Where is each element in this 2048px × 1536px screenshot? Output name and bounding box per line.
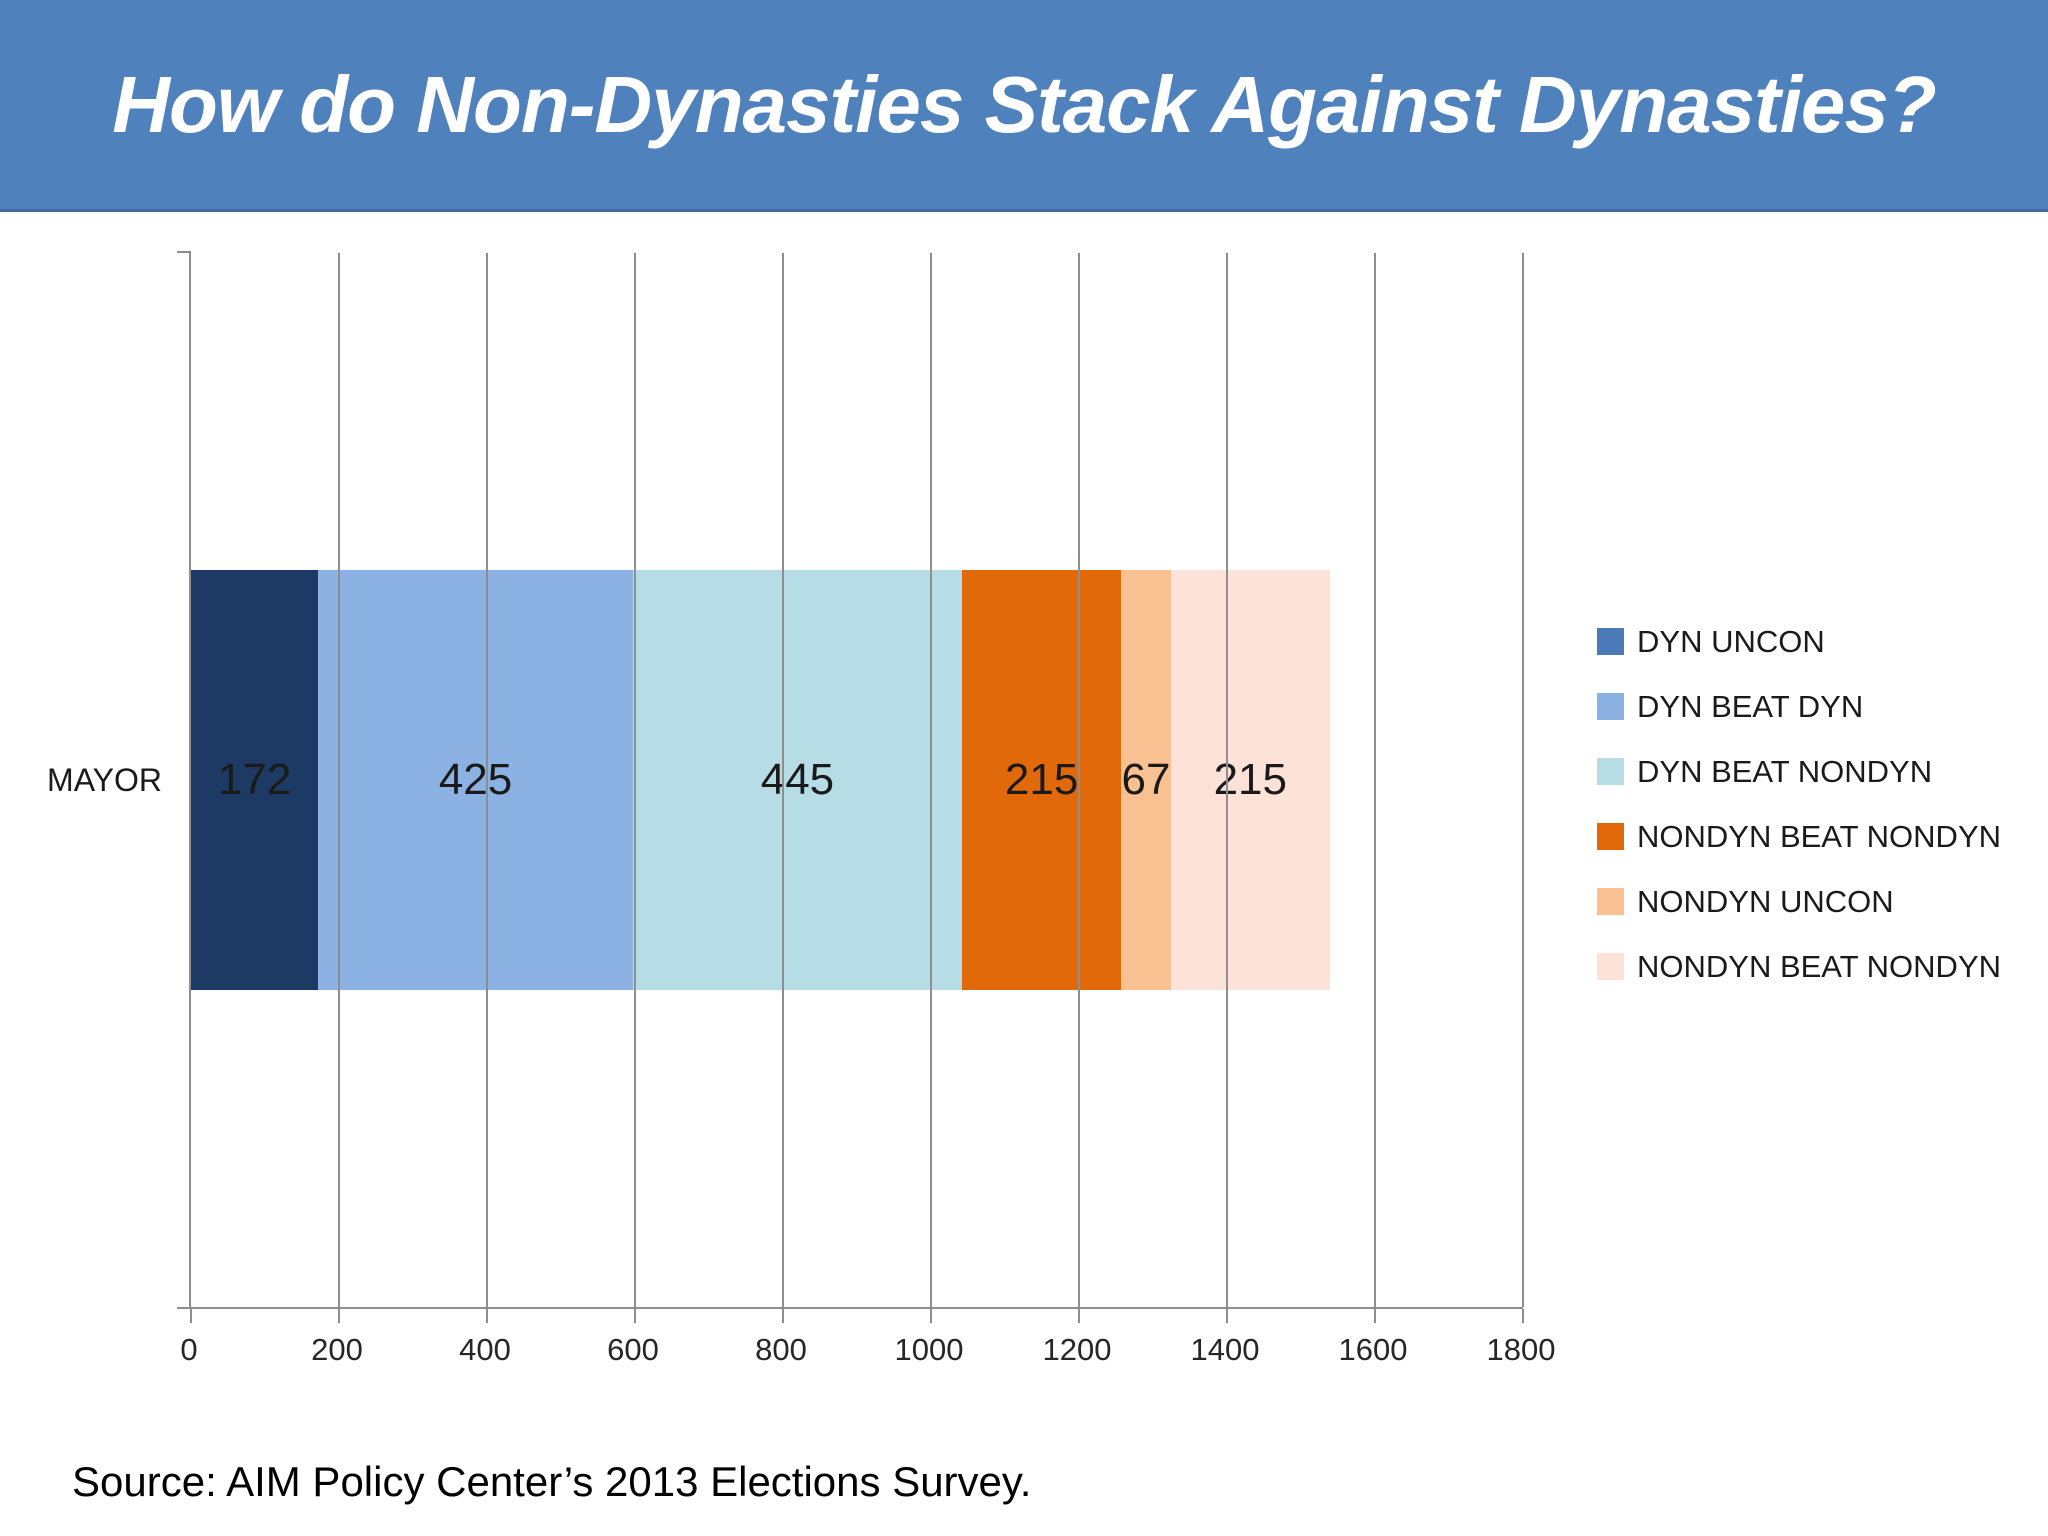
- chart-legend: DYN UNCON DYN BEAT DYN DYN BEAT NONDYN NOND…: [1597, 624, 2001, 1018]
- x-tick-1000: [930, 1309, 932, 1323]
- gridline-1400: [1226, 253, 1228, 1307]
- bar-segment-dyn-uncon: 172: [191, 570, 319, 990]
- legend-item: DYN UNCON: [1597, 624, 2001, 659]
- legend-swatch-icon: [1597, 693, 1624, 720]
- legend-label: NONDYN BEAT NONDYN: [1637, 818, 2002, 854]
- gridline-1000: [930, 253, 932, 1307]
- gridline-600: [633, 253, 636, 1307]
- stacked-bar-mayor: 172 425 445 215 67 215: [191, 570, 1330, 990]
- x-tick-0: [190, 1309, 192, 1323]
- x-tick-label-1800: 1800: [1486, 1332, 1556, 1367]
- x-tick-label-800: 800: [755, 1332, 807, 1367]
- source-note: Source: AIM Policy Center’s 2013 Electio…: [72, 1458, 1032, 1505]
- gridline-800: [781, 253, 784, 1307]
- gridline-1600: [1373, 253, 1376, 1307]
- legend-label: NONDYN UNCON: [1637, 883, 1894, 919]
- x-tick-1600: [1373, 1309, 1376, 1323]
- bar-segment-dyn-beat-nondyn: 445: [632, 570, 963, 990]
- gridline-1200: [1077, 253, 1080, 1307]
- gridline-1800: [1522, 253, 1524, 1307]
- x-tick-label-400: 400: [459, 1332, 511, 1367]
- x-tick-400: [485, 1309, 488, 1323]
- legend-label: NONDYN BEAT NONDYN: [1637, 948, 2002, 984]
- x-tick-label-600: 600: [607, 1332, 659, 1367]
- legend-label: DYN UNCON: [1637, 623, 1825, 659]
- bar-value-label: 215: [1004, 755, 1079, 804]
- x-tick-label-1000: 1000: [894, 1332, 964, 1367]
- bar-value-label: 445: [760, 755, 835, 804]
- y-axis-top-tick: [177, 251, 191, 253]
- gridline-200: [337, 253, 340, 1307]
- chart-plot-area: 172 425 445 215 67 215: [177, 251, 1524, 1323]
- slide-title: How do Non-Dynasties Stack Against Dynas…: [112, 59, 1937, 149]
- bar-value-label: 215: [1213, 755, 1287, 804]
- x-tick-200: [337, 1309, 340, 1323]
- x-tick-label-1200: 1200: [1042, 1332, 1112, 1367]
- x-tick-label-1400: 1400: [1190, 1332, 1260, 1367]
- legend-swatch-icon: [1597, 628, 1624, 655]
- bar-segment-nondyn-uncon: 67: [1121, 570, 1171, 990]
- legend-swatch-icon: [1597, 758, 1624, 785]
- bar-segment-nondyn-beat-nondyn: 215: [1170, 570, 1330, 990]
- bar-segment-dyn-beat-dyn: 425: [318, 570, 633, 990]
- x-tick-label-0: 0: [180, 1332, 198, 1367]
- y-axis-bottom-tick: [177, 1307, 191, 1309]
- bar-value-label: 172: [217, 755, 292, 804]
- legend-item: DYN BEAT DYN: [1597, 689, 2001, 724]
- x-tick-label-1600: 1600: [1338, 1332, 1408, 1367]
- x-tick-600: [633, 1309, 636, 1323]
- legend-swatch-icon: [1597, 953, 1624, 980]
- legend-item: NONDYN UNCON: [1597, 884, 2001, 919]
- legend-item: NONDYN BEAT NONDYN: [1597, 819, 2001, 854]
- x-tick-800: [781, 1309, 784, 1323]
- legend-item: NONDYN BEAT NONDYN: [1597, 949, 2001, 984]
- x-tick-1200: [1077, 1309, 1080, 1323]
- category-label: MAYOR: [47, 762, 162, 798]
- x-tick-label-200: 200: [311, 1332, 363, 1367]
- x-tick-1800: [1522, 1309, 1524, 1323]
- legend-item: DYN BEAT NONDYN: [1597, 754, 2001, 789]
- legend-swatch-icon: [1597, 823, 1624, 850]
- x-tick-1400: [1226, 1309, 1228, 1323]
- legend-label: DYN BEAT NONDYN: [1637, 753, 1933, 789]
- legend-label: DYN BEAT DYN: [1637, 688, 1864, 724]
- bar-value-label: 67: [1121, 755, 1171, 804]
- bar-segment-nondyn-beat-nondyn: 215: [962, 570, 1122, 990]
- gridline-400: [485, 253, 488, 1307]
- legend-swatch-icon: [1597, 888, 1624, 915]
- bar-value-label: 425: [438, 755, 513, 804]
- title-banner: How do Non-Dynasties Stack Against Dynas…: [0, 0, 2048, 212]
